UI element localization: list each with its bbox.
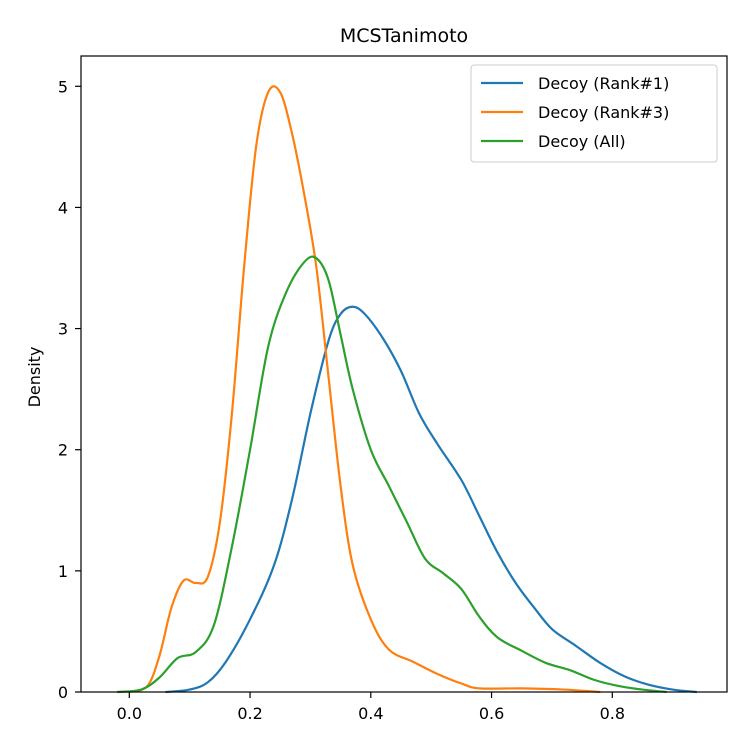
axis-ticks: 0.0 0.2 0.4 0.6 0.8 0 1 2 3 4 5 <box>58 77 625 723</box>
plot-area <box>117 85 697 694</box>
legend-label-3: Decoy (All) <box>538 132 626 151</box>
legend: Decoy (Rank#1) Decoy (Rank#3) Decoy (All) <box>470 64 718 163</box>
y-tick-label: 4 <box>58 198 68 217</box>
y-tick-label: 5 <box>58 77 68 96</box>
plot-frame <box>80 55 728 693</box>
legend-box <box>470 64 718 163</box>
x-tick-label: 0.2 <box>237 704 262 723</box>
y-tick-label: 3 <box>58 320 68 339</box>
series-line-3 <box>117 255 667 694</box>
series-line-1 <box>165 305 697 694</box>
series-line-2 <box>128 85 601 694</box>
x-tick-label: 0.0 <box>117 704 142 723</box>
x-tick-label: 0.8 <box>600 704 625 723</box>
y-axis-label: Density <box>25 347 44 408</box>
x-tick-label: 0.6 <box>479 704 504 723</box>
y-tick-label: 2 <box>58 441 68 460</box>
legend-label-1: Decoy (Rank#1) <box>538 74 669 93</box>
y-tick-label: 0 <box>58 683 68 702</box>
legend-label-2: Decoy (Rank#3) <box>538 103 669 122</box>
chart-title: MCSTanimoto <box>340 25 468 47</box>
y-tick-label: 1 <box>58 562 68 581</box>
x-tick-label: 0.4 <box>358 704 383 723</box>
